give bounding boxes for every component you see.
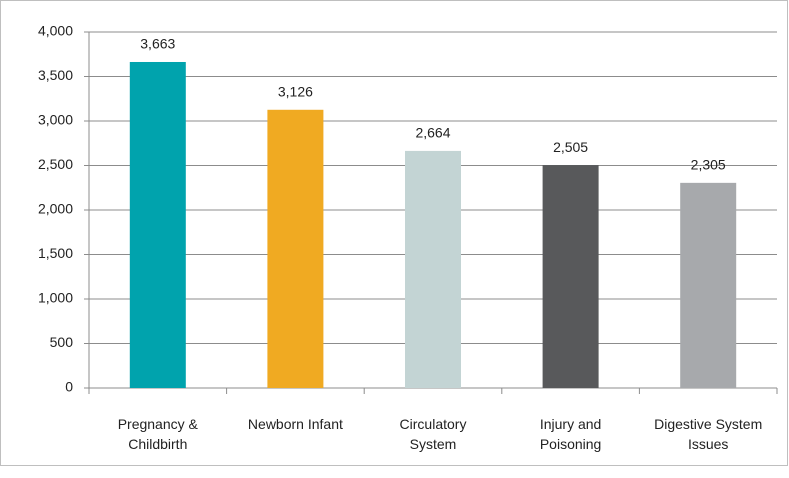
y-tick-label: 3,000 [38,112,73,128]
bar [542,165,599,388]
value-label: 2,505 [553,139,588,155]
y-tick-label: 2,000 [38,201,73,217]
x-tick-label-line: Newborn Infant [248,416,343,432]
value-label: 3,126 [278,83,313,99]
x-tick-label-line: Poisoning [540,436,602,452]
x-tick-label: Pregnancy & Childbirth [118,416,199,452]
x-tick-label-line: Circulatory [400,416,467,432]
bar [267,109,324,388]
bar [680,182,737,388]
value-label: 2,305 [691,157,726,173]
x-tick-label: Newborn Infant [248,416,343,432]
bar [129,61,186,388]
x-tick-label-line: Digestive System [654,416,762,432]
x-tick-label-line: Childbirth [128,436,187,452]
x-tick-label-line: Issues [688,436,728,452]
y-tick-label: 4,000 [38,23,73,39]
y-tick-label: 0 [65,379,73,395]
y-tick-label: 1,500 [38,245,73,261]
bar [405,150,461,388]
value-label: 3,663 [140,36,175,52]
value-label: 2,664 [415,125,450,141]
y-tick-label: 2,500 [38,156,73,172]
chart-frame [0,0,788,466]
x-tick-label: Digestive System Issues [654,416,762,452]
x-tick-label: Circulatory System [400,416,467,452]
y-tick-label: 3,500 [38,67,73,83]
y-tick-label: 500 [50,334,74,350]
x-tick-label: Injury and Poisoning [540,416,602,452]
y-tick-label: 1,000 [38,290,73,306]
x-tick-label-line: System [410,436,457,452]
x-tick-label-line: Pregnancy & [118,416,199,432]
x-tick-label-line: Injury and [540,416,601,432]
